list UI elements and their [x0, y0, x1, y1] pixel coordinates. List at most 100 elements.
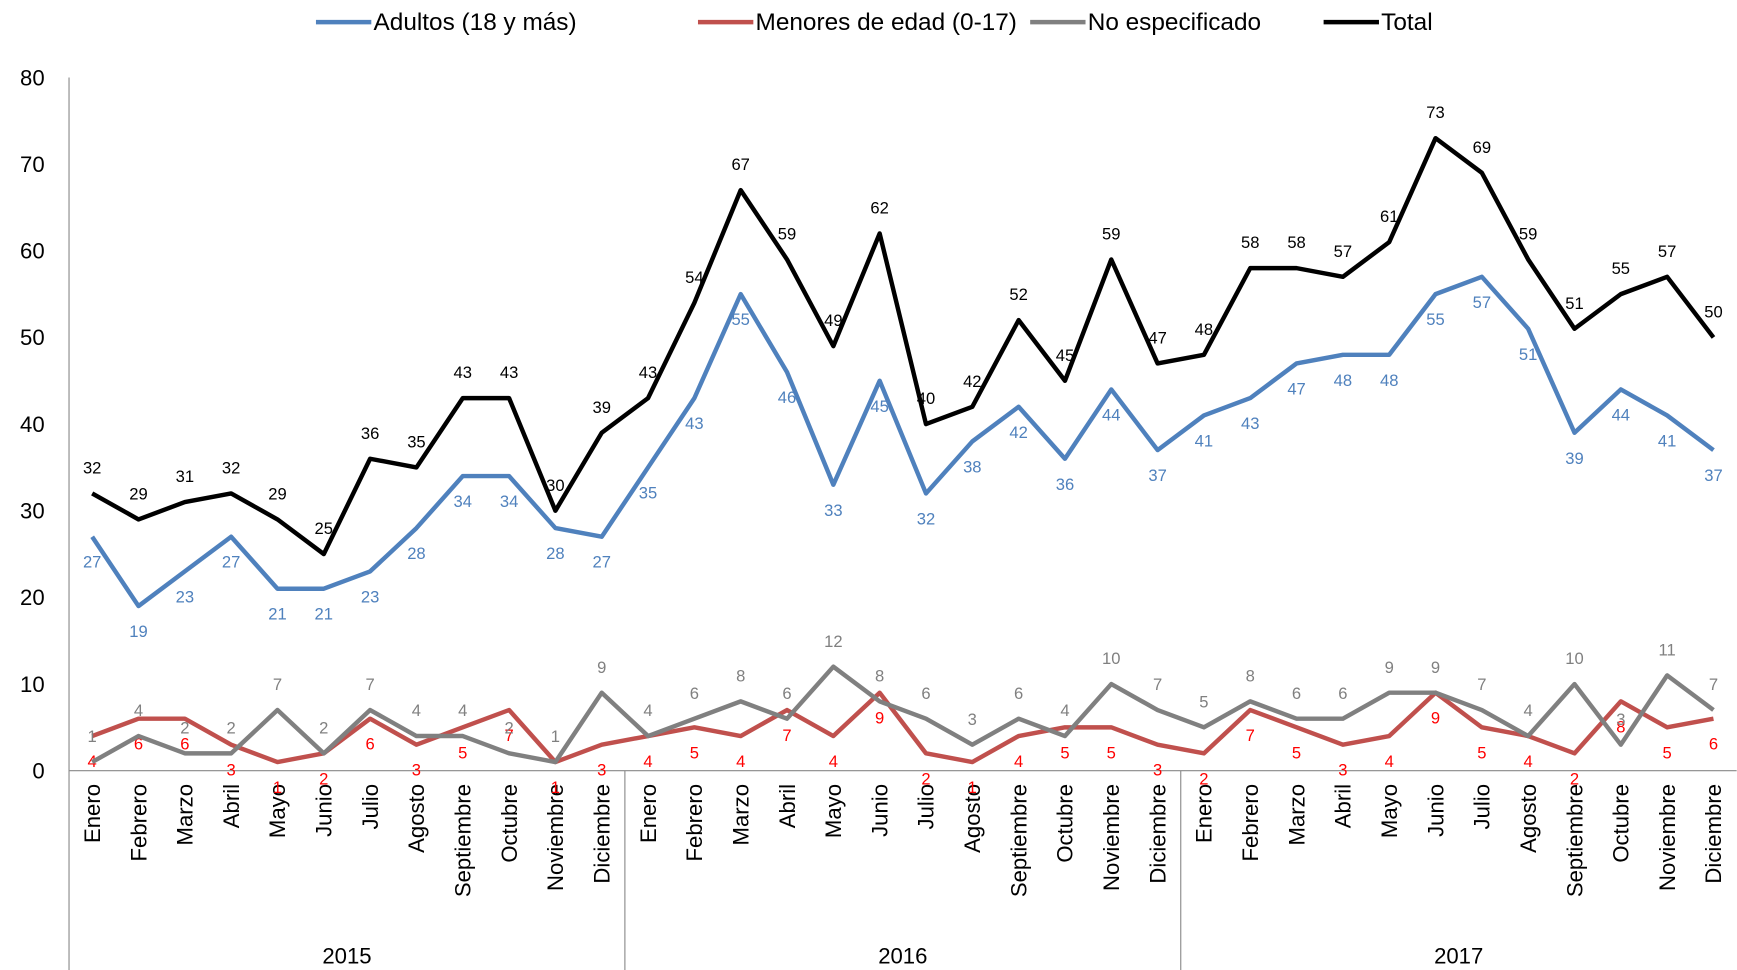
data-label: 29	[129, 484, 147, 503]
data-label: 4	[736, 752, 745, 771]
x-tick-label: Septiembre	[1006, 784, 1031, 897]
data-label: 2	[504, 718, 513, 737]
x-tick-label: Mayo	[821, 784, 846, 838]
data-label: 8	[736, 666, 745, 685]
data-label: 57	[1334, 242, 1352, 261]
data-label: 44	[1102, 405, 1120, 424]
data-label: 7	[273, 675, 282, 694]
x-tick-label: Enero	[80, 784, 105, 843]
y-tick-label: 70	[20, 152, 45, 177]
y-tick-label: 30	[20, 498, 45, 523]
data-label: 8	[1616, 717, 1625, 736]
data-label: 54	[685, 268, 703, 287]
x-tick-label: Junio	[1423, 784, 1448, 837]
data-label: 7	[504, 726, 513, 745]
data-label: 59	[1519, 225, 1537, 244]
legend-label: Total	[1381, 9, 1432, 36]
data-label: 7	[782, 726, 791, 745]
x-tick-label: Enero	[636, 784, 661, 843]
data-label: 3	[412, 761, 421, 780]
data-label: 32	[917, 509, 935, 528]
data-label: 50	[1704, 303, 1722, 322]
x-tick-label: Octubre	[1053, 784, 1078, 863]
data-label: 23	[176, 587, 194, 606]
legend: Adultos (18 y más) Menores de edad (0-17)…	[315, 9, 1433, 36]
data-label: 41	[1195, 431, 1213, 450]
data-label: 45	[870, 397, 888, 416]
data-label: 4	[1524, 752, 1533, 771]
data-label: 29	[268, 484, 286, 503]
x-tick-label: Noviembre	[1655, 784, 1680, 891]
data-label: 25	[315, 519, 333, 538]
x-tick-label: Abril	[775, 784, 800, 828]
data-label: 43	[454, 363, 472, 382]
data-label: 6	[1338, 684, 1347, 703]
x-tick-label: Febrero	[126, 784, 151, 861]
data-label: 43	[685, 414, 703, 433]
data-label: 5	[1477, 743, 1486, 762]
data-label: 6	[134, 735, 143, 754]
data-label: 43	[639, 363, 657, 382]
data-label: 51	[1519, 345, 1537, 364]
x-tick-label: Julio	[358, 784, 383, 830]
data-label: 57	[1473, 293, 1491, 312]
data-label: 6	[1709, 735, 1718, 754]
series-line	[90, 274, 1715, 609]
data-label: 10	[1565, 649, 1583, 668]
x-tick-label: Julio	[1470, 784, 1495, 830]
data-label: 52	[1009, 285, 1027, 304]
data-label: 7	[1477, 675, 1486, 694]
data-label: 4	[412, 701, 421, 720]
data-label: 32	[83, 458, 101, 477]
data-label: 1	[551, 727, 560, 746]
data-label: 2	[227, 718, 236, 737]
x-tick-label: Marzo	[728, 784, 753, 845]
data-label: 28	[546, 544, 564, 563]
data-label: 2	[319, 718, 328, 737]
data-label: 44	[1612, 405, 1630, 424]
data-label: 40	[917, 389, 935, 408]
x-tick-label: Abril	[219, 784, 244, 828]
data-label: 4	[458, 701, 467, 720]
data-label: 39	[592, 398, 610, 417]
x-tick-label: Diciembre	[1701, 784, 1726, 884]
x-tick-label: Enero	[1192, 784, 1217, 843]
x-tick-label: Junio	[312, 784, 337, 837]
x-tick-label: Diciembre	[589, 784, 614, 884]
data-label: 4	[1060, 701, 1069, 720]
data-label: 38	[963, 457, 981, 476]
data-label: 36	[1056, 475, 1074, 494]
x-tick-label: Octubre	[1609, 784, 1634, 863]
data-label: 62	[870, 199, 888, 218]
data-label: 55	[1426, 310, 1444, 329]
data-label: 2	[180, 718, 189, 737]
data-label: 58	[1287, 233, 1305, 252]
data-label: 27	[592, 553, 610, 572]
y-tick-label: 20	[20, 585, 45, 610]
data-label: 33	[824, 501, 842, 520]
data-label: 43	[1241, 414, 1259, 433]
y-tick-label: 50	[20, 325, 45, 350]
x-tick-label: Marzo	[1284, 784, 1309, 845]
y-tick-label: 0	[32, 758, 44, 783]
data-label: 5	[1107, 743, 1116, 762]
x-tick-label: Julio	[914, 784, 939, 830]
data-label: 47	[1148, 329, 1166, 348]
x-tick-label: Agosto	[1516, 784, 1541, 853]
data-label: 5	[690, 743, 699, 762]
data-label: 21	[268, 605, 286, 624]
data-label: 59	[778, 225, 796, 244]
data-label: 4	[1385, 752, 1394, 771]
data-label: 5	[1663, 743, 1672, 762]
x-tick-label: Febrero	[682, 784, 707, 861]
data-label: 55	[731, 310, 749, 329]
x-tick-label: Noviembre	[543, 784, 568, 891]
data-label: 39	[1565, 449, 1583, 468]
x-tick-label: Agosto	[960, 784, 985, 853]
data-label: 2	[921, 769, 930, 788]
data-label: 12	[824, 632, 842, 651]
data-label: 5	[1199, 692, 1208, 711]
y-tick-label: 60	[20, 239, 45, 264]
x-tick-label: Mayo	[265, 784, 290, 838]
